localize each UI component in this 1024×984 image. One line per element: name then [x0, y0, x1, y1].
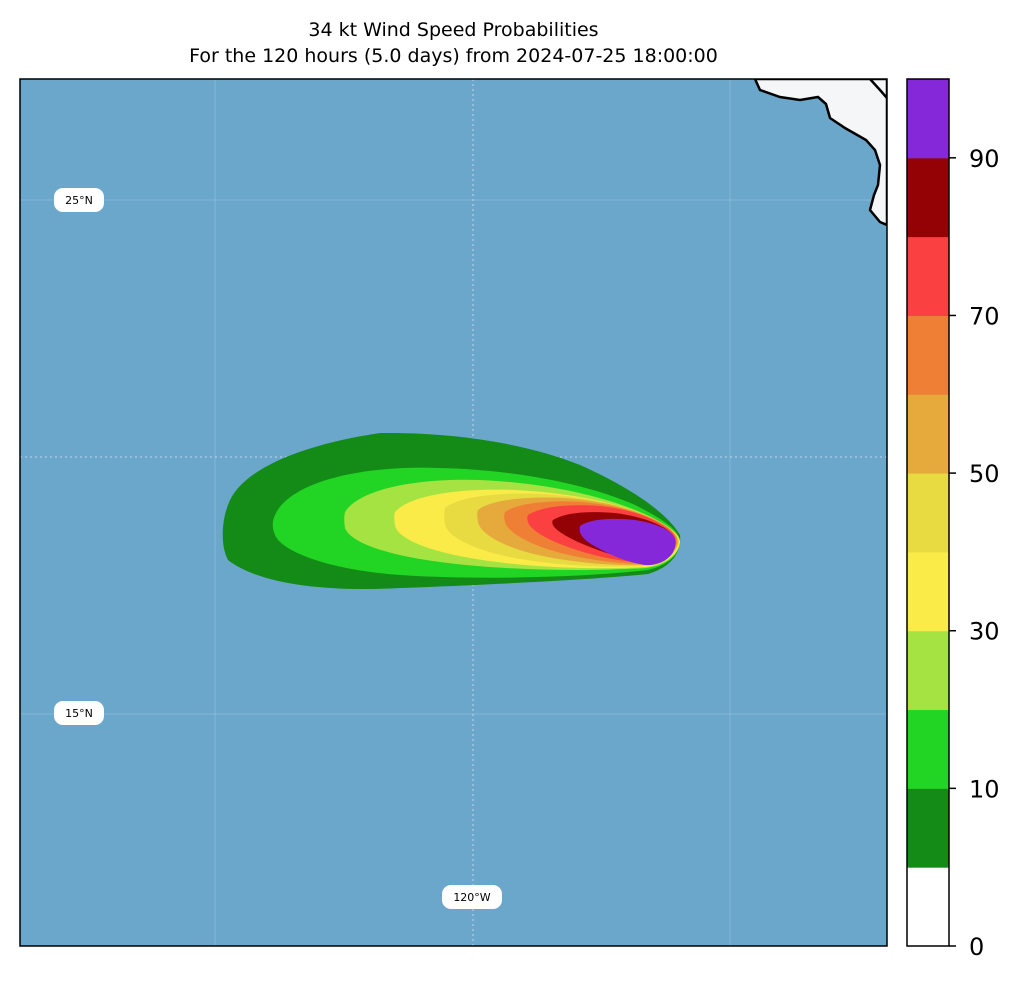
colorbar: 0 10 30 50 70 90 [906, 78, 1000, 961]
grid-label-15n: 15°N [54, 701, 104, 725]
coastline-land [753, 79, 887, 227]
colorbar-ticks: 0 10 30 50 70 90 [949, 145, 1000, 961]
colorbar-bin-80-90 [907, 157, 949, 238]
map-area: 25°N 15°N 120°W [20, 79, 887, 946]
colorbar-bin-70-80 [907, 236, 949, 316]
grid-label-box [442, 885, 502, 909]
colorbar-tick-label-10: 10 [969, 775, 1000, 803]
colorbar-bin-30-40 [907, 551, 949, 632]
colorbar-bin-50-60 [907, 394, 949, 474]
colorbar-tick-label-90: 90 [969, 145, 1000, 173]
colorbar-bin-20-30 [907, 630, 949, 711]
grid-label-text: 120°W [453, 891, 490, 904]
gridlines-faint [20, 79, 887, 946]
land-mass [753, 79, 887, 227]
colorbar-bin-5-10 [907, 788, 949, 868]
grid-label-box [54, 701, 104, 725]
grid-label-text: 25°N [65, 194, 93, 207]
colorbar-bin-40-50 [907, 473, 949, 553]
probability-field [222, 432, 681, 590]
map-title: 34 kt Wind Speed Probabilities [308, 19, 599, 41]
colorbar-bin-90-100 [907, 79, 949, 159]
grid-label-box [54, 188, 104, 212]
colorbar-tick-label-30: 30 [969, 618, 1000, 646]
colorbar-tick-label-0: 0 [969, 933, 984, 961]
coastline-edge [869, 79, 887, 99]
colorbar-tick-label-50: 50 [969, 460, 1000, 488]
colorbar-bin-10-20 [907, 709, 949, 789]
grid-label-text: 15°N [65, 707, 93, 720]
grid-label-120w: 120°W [442, 885, 502, 909]
map-frame [19, 78, 888, 947]
colorbar-frame [906, 78, 950, 947]
prob-region-90-100 [579, 518, 676, 566]
colorbar-bin-0-5 [907, 867, 949, 947]
map-subtitle: For the 120 hours (5.0 days) from 2024-0… [189, 45, 718, 67]
colorbar-bins [907, 79, 949, 947]
colorbar-bin-60-70 [907, 315, 949, 395]
grid-label-25n: 25°N [54, 188, 104, 212]
colorbar-tick-label-70: 70 [969, 302, 1000, 330]
